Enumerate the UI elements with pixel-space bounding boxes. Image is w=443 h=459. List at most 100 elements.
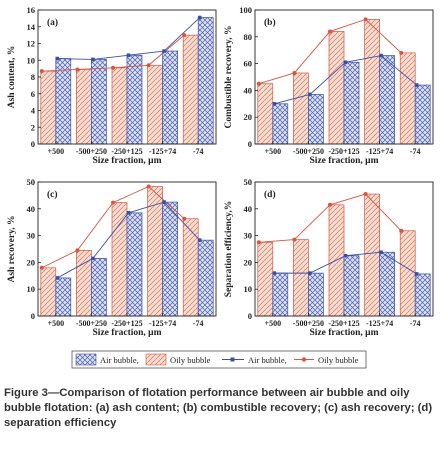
y-tick-label: 20 bbox=[27, 257, 36, 267]
x-tick-label: -125+74 bbox=[366, 319, 393, 328]
y-tick-label: 40 bbox=[244, 85, 253, 95]
marker-air bbox=[197, 238, 202, 242]
y-axis-title: Ash content, % bbox=[7, 46, 17, 109]
x-tick-label: -250+125 bbox=[328, 319, 359, 328]
marker-oily bbox=[328, 202, 332, 207]
y-tick-label: 14 bbox=[27, 22, 36, 32]
legend-air-bar-swatch bbox=[75, 353, 97, 366]
marker-oily bbox=[75, 67, 80, 72]
y-tick-label: 4 bbox=[31, 106, 36, 116]
y-tick-label: 50 bbox=[27, 177, 36, 187]
x-axis-title: Size fraction, μm bbox=[310, 328, 379, 338]
bar-oily bbox=[364, 193, 380, 317]
marker-air bbox=[414, 272, 419, 276]
panel-label: (b) bbox=[264, 17, 276, 28]
x-tick-label: -500+250 bbox=[293, 147, 324, 156]
x-tick-label: -74 bbox=[410, 319, 421, 328]
marker-oily bbox=[182, 216, 187, 221]
marker-air bbox=[272, 271, 277, 275]
bar-oily bbox=[257, 241, 274, 317]
bar-air bbox=[414, 84, 431, 145]
panel-label: (c) bbox=[47, 189, 58, 200]
chart-panel-4: 0 10 20 30 40 50 +500 -500+250 -250+125 -125+74 -7… bbox=[224, 177, 434, 338]
bar-oily bbox=[40, 70, 57, 145]
bar-air bbox=[162, 201, 178, 317]
y-tick-label: 8 bbox=[31, 72, 35, 82]
y-tick-label: 60 bbox=[244, 59, 253, 69]
y-tick-label: 0 bbox=[31, 311, 35, 321]
marker-oily bbox=[328, 29, 332, 34]
y-tick-label: 16 bbox=[27, 5, 36, 15]
bar-air bbox=[91, 59, 107, 145]
bar-air bbox=[414, 273, 431, 317]
charts-svg: 0 2 4 6 8 10 12 14 16 +500 -500+250 -250+125 -125+74… bbox=[7, 5, 434, 369]
bar-oily bbox=[111, 202, 128, 317]
bar-oily bbox=[293, 239, 309, 317]
marker-oily bbox=[111, 200, 115, 205]
y-tick-label: 10 bbox=[27, 55, 36, 65]
marker-air bbox=[379, 53, 383, 58]
bar-oily bbox=[293, 72, 309, 145]
caption-dash: — bbox=[47, 387, 60, 399]
y-tick-label: 80 bbox=[244, 32, 253, 42]
bar-air bbox=[343, 61, 360, 145]
marker-oily bbox=[256, 81, 261, 86]
bar-air bbox=[55, 58, 72, 145]
x-tick-label: +500 bbox=[265, 147, 282, 156]
bar-air bbox=[91, 258, 107, 317]
y-tick-label: 30 bbox=[27, 231, 36, 241]
bar-oily bbox=[399, 52, 416, 145]
x-tick-label: +500 bbox=[48, 319, 65, 328]
x-tick-label: -500+250 bbox=[76, 319, 107, 328]
marker-oily bbox=[399, 50, 404, 55]
bar-oily bbox=[111, 67, 128, 145]
marker-oily bbox=[146, 184, 151, 189]
marker-air bbox=[343, 253, 348, 258]
y-tick-label: 0 bbox=[31, 139, 35, 149]
y-tick-label: 2 bbox=[31, 122, 35, 132]
marker-air bbox=[197, 15, 202, 20]
bar-oily bbox=[76, 69, 92, 145]
bar-air bbox=[197, 239, 214, 317]
caption-text: Comparison of flotation performance betw… bbox=[4, 387, 433, 429]
x-axis-title: Size fraction, μm bbox=[93, 328, 162, 338]
legend-air-line-label: Air bubble, bbox=[248, 355, 287, 365]
bar-air bbox=[126, 54, 143, 145]
bar-air bbox=[126, 212, 143, 317]
chart-panel-3: 0 10 20 30 40 50 +500 -500+250 -250+125 -125+74 -7… bbox=[7, 177, 217, 338]
legend: Air bubble, Oily bubble Air bubble, Oily… bbox=[71, 350, 367, 369]
marker-air bbox=[162, 49, 166, 53]
bar-oily bbox=[364, 19, 380, 145]
bar-air bbox=[272, 272, 289, 317]
legend-oily-line-label: Oily bubble bbox=[318, 355, 359, 365]
marker-air bbox=[272, 102, 277, 106]
marker-air bbox=[414, 83, 419, 87]
bar-oily bbox=[182, 34, 199, 145]
panel-label: (a) bbox=[47, 17, 58, 28]
x-tick-label: -500+250 bbox=[293, 319, 324, 328]
x-tick-label: -250+125 bbox=[111, 147, 142, 156]
y-tick-label: 20 bbox=[244, 257, 253, 267]
x-tick-label: +500 bbox=[265, 319, 282, 328]
chart-panel-1: 0 2 4 6 8 10 12 14 16 +500 -500+250 -250+125 -125+74… bbox=[7, 5, 217, 166]
bar-oily bbox=[40, 267, 57, 317]
legend-air-marker bbox=[230, 357, 235, 362]
marker-oily bbox=[146, 63, 151, 68]
bar-oily bbox=[257, 83, 274, 145]
y-axis-title: Combustible recovery, % bbox=[224, 26, 234, 129]
marker-oily bbox=[399, 228, 404, 233]
x-tick-label: -250+125 bbox=[328, 147, 359, 156]
y-tick-label: 10 bbox=[27, 284, 36, 294]
x-tick-label: -74 bbox=[410, 147, 421, 156]
y-tick-label: 0 bbox=[248, 311, 252, 321]
x-tick-label: +500 bbox=[48, 147, 65, 156]
marker-oily bbox=[256, 240, 261, 245]
y-tick-label: 40 bbox=[27, 204, 36, 214]
y-tick-label: 100 bbox=[239, 5, 252, 15]
x-tick-label: -250+125 bbox=[111, 319, 142, 328]
marker-oily bbox=[363, 192, 368, 197]
figure-label: Figure 3 bbox=[4, 387, 48, 399]
y-tick-label: 12 bbox=[27, 39, 36, 49]
x-tick-label: -125+74 bbox=[149, 319, 176, 328]
legend-oily-bar-swatch bbox=[145, 353, 167, 366]
